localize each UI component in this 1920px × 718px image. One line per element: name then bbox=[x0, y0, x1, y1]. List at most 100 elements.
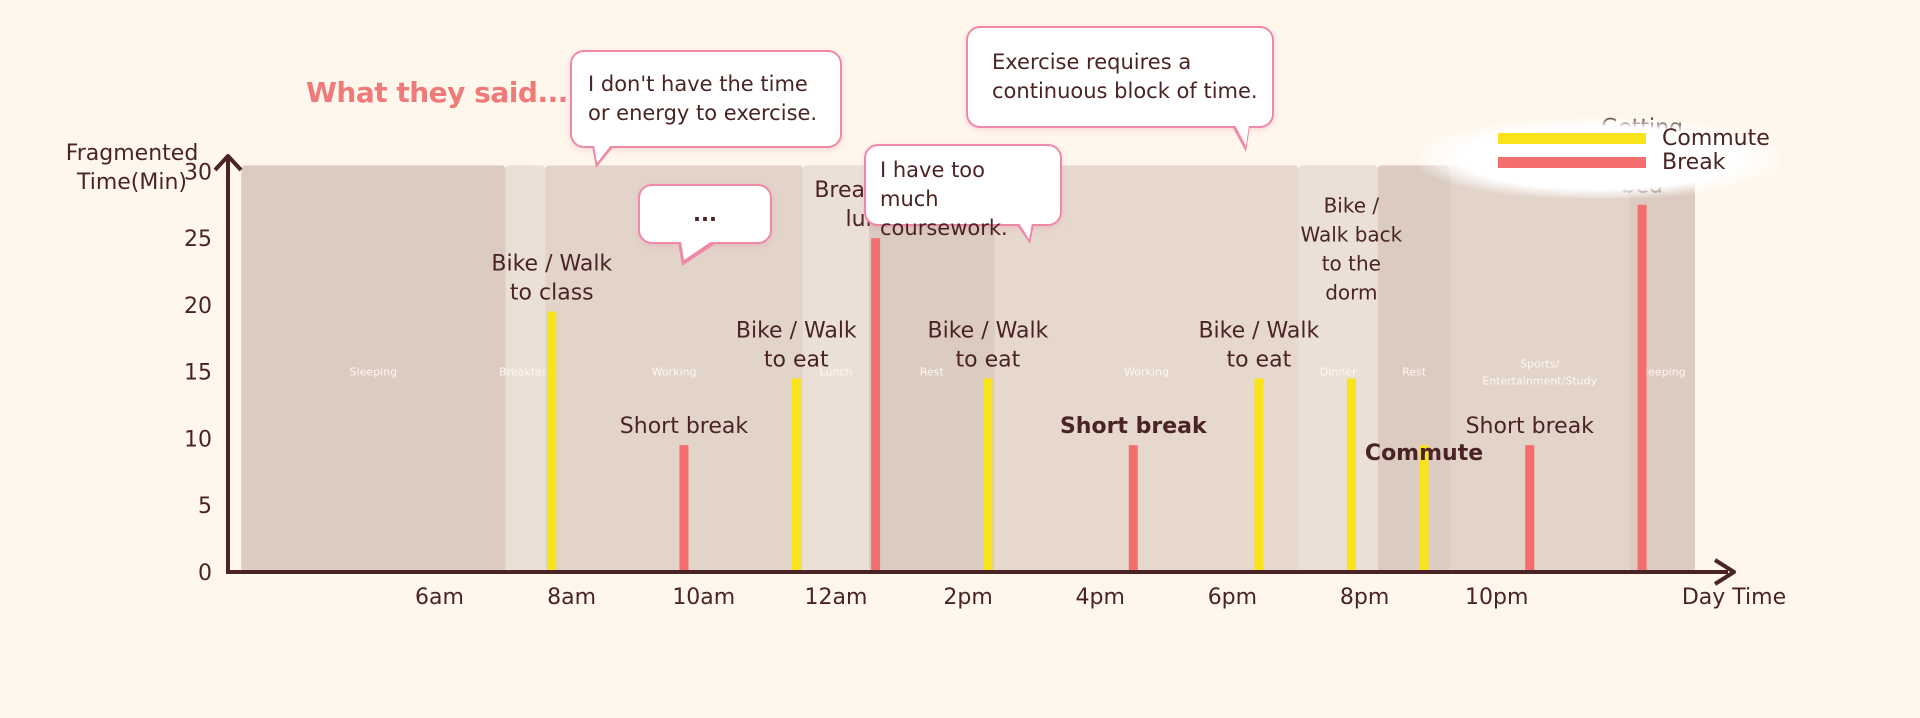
period-label-line: Sleeping bbox=[1638, 366, 1686, 379]
x-tick-label: 8pm bbox=[1340, 585, 1389, 610]
y-tick-label: 10 bbox=[184, 427, 212, 452]
x-tick-label: 10am bbox=[672, 585, 735, 610]
legend-swatch-commute bbox=[1498, 132, 1646, 144]
period-block-0 bbox=[241, 165, 506, 572]
bubble-tail-fill bbox=[1235, 125, 1249, 146]
annotation-line: Bike / Walk bbox=[928, 318, 1049, 343]
x-tick-label: 4pm bbox=[1076, 585, 1125, 610]
period-label-line: Working bbox=[652, 366, 697, 379]
x-tick-label: 12am bbox=[804, 585, 867, 610]
period-block-2 bbox=[545, 165, 803, 572]
y-tick-label: 25 bbox=[184, 227, 212, 252]
commute-bar bbox=[791, 378, 801, 572]
period-label: Sleeping bbox=[1638, 366, 1686, 379]
annotation: Short break bbox=[620, 414, 749, 439]
y-axis-arrow bbox=[213, 154, 243, 172]
annotation-line: to eat bbox=[1226, 347, 1291, 372]
period-block-6 bbox=[1298, 165, 1378, 572]
quote-text: I have too much coursework. bbox=[880, 158, 1008, 240]
quote-text: I don't have the time or energy to exerc… bbox=[588, 72, 818, 125]
annotation-line: to class bbox=[510, 281, 594, 306]
annotation: Short break bbox=[1060, 414, 1208, 439]
annotation: Bike / Walk to eat bbox=[928, 318, 1049, 372]
annotation: Short break bbox=[1466, 414, 1595, 439]
period-label-line: Working bbox=[1124, 366, 1169, 379]
legend-item-break: Break bbox=[1498, 149, 1726, 175]
period-label: Working bbox=[1124, 366, 1169, 379]
period-label-line: Breakfast bbox=[499, 366, 552, 379]
quote-text: Exercise requires a continuous block of … bbox=[992, 50, 1258, 103]
quote-bubble-continuous-block: Exercise requires a continuous block of … bbox=[966, 26, 1274, 152]
period-label: Rest bbox=[1402, 366, 1427, 379]
y-tick-label: 15 bbox=[184, 361, 212, 386]
break-bar bbox=[871, 238, 881, 572]
annotation-line: Bike / bbox=[1324, 194, 1380, 218]
annotation: Commute bbox=[1365, 441, 1483, 466]
annotation: Bike / Walk to eat bbox=[736, 318, 857, 372]
legend-label: Commute bbox=[1662, 125, 1770, 151]
annotation: Bike / Walk to eat bbox=[1198, 318, 1319, 372]
x-tick-label: 8am bbox=[547, 585, 596, 610]
y-axis-label-line: Fragmented bbox=[66, 141, 199, 166]
y-axis-label-line: Time(Min) bbox=[76, 170, 187, 195]
axes bbox=[213, 154, 1736, 586]
period-block-1 bbox=[505, 165, 546, 572]
quote-bubble-time-energy: I don't have the time or energy to exerc… bbox=[570, 50, 842, 168]
commute-bar bbox=[547, 311, 557, 572]
annotation-line: to eat bbox=[764, 347, 829, 372]
commute-bar bbox=[1419, 445, 1429, 572]
legend: Commute Break bbox=[1420, 118, 1780, 198]
x-axis-arrow bbox=[1713, 558, 1736, 586]
period-block-4 bbox=[868, 165, 995, 572]
bar-marks bbox=[547, 204, 1647, 572]
quote-bubble-coursework: I have too much coursework. bbox=[864, 144, 1062, 244]
period-label: Working bbox=[652, 366, 697, 379]
period-block-5 bbox=[994, 165, 1299, 572]
break-bar bbox=[1525, 445, 1535, 572]
break-bar bbox=[679, 445, 689, 572]
period-label-line: Lunch bbox=[819, 366, 852, 379]
period-block-8 bbox=[1450, 165, 1629, 572]
period-label-line: Rest bbox=[1402, 366, 1427, 379]
y-tick-label: 5 bbox=[198, 494, 212, 519]
period-label: Rest bbox=[920, 366, 945, 379]
period-block-3 bbox=[802, 165, 869, 572]
legend-swatch-break bbox=[1498, 156, 1646, 168]
legend-label: Break bbox=[1662, 149, 1726, 175]
y-tick-label: 30 bbox=[184, 160, 212, 185]
commute-bar bbox=[1346, 378, 1356, 572]
bubble-tail-fill bbox=[1019, 223, 1032, 239]
annotation-line: dorm bbox=[1325, 281, 1377, 305]
annotation-line: Bike / Walk bbox=[1198, 318, 1319, 343]
annotation-line: Bike / Walk bbox=[736, 318, 857, 343]
period-label: Lunch bbox=[819, 366, 852, 379]
annotation-line: Commute bbox=[1365, 441, 1483, 466]
y-tick-label: 20 bbox=[184, 294, 212, 319]
quote-text: ... bbox=[693, 202, 717, 226]
period-label: Breakfast bbox=[499, 366, 552, 379]
period-label-line: Rest bbox=[920, 366, 945, 379]
bubble-tail-fill bbox=[681, 241, 712, 260]
annotation-line: Bike / Walk bbox=[491, 252, 612, 277]
annotation-line: to eat bbox=[956, 347, 1021, 372]
annotation-line: Short break bbox=[1060, 414, 1208, 439]
x-tick-label: 10pm bbox=[1465, 585, 1528, 610]
annotation: Bike / Walk back to the dorm bbox=[1300, 194, 1402, 305]
x-tick-label: 6pm bbox=[1208, 585, 1257, 610]
tick-labels: 0 5 10 15 20 25 30 6am 8am 10am 12am 2pm 4pm 6pm 8pm 10… bbox=[184, 160, 1528, 610]
period-label-line: Entertainment/Study bbox=[1482, 375, 1597, 388]
commute-bar bbox=[983, 378, 993, 572]
y-axis-label: Fragmented Time(Min) bbox=[66, 141, 199, 195]
period-label-line: Sleeping bbox=[350, 366, 398, 379]
break-bar bbox=[1637, 204, 1647, 572]
day-periods: Sleeping Breakfast Working Lunch Rest Working… bbox=[241, 165, 1695, 572]
annotation-line: to the bbox=[1322, 252, 1381, 276]
commute-bar bbox=[1254, 378, 1264, 572]
y-tick-label: 0 bbox=[198, 561, 212, 586]
period-label-line: Sports/ bbox=[1520, 358, 1559, 371]
period-label: Dinner bbox=[1320, 366, 1357, 379]
period-label: Sports/Entertainment/Study bbox=[1482, 358, 1597, 388]
bubble-tail-fill bbox=[594, 145, 611, 163]
annotation-line: Short break bbox=[1466, 414, 1595, 439]
